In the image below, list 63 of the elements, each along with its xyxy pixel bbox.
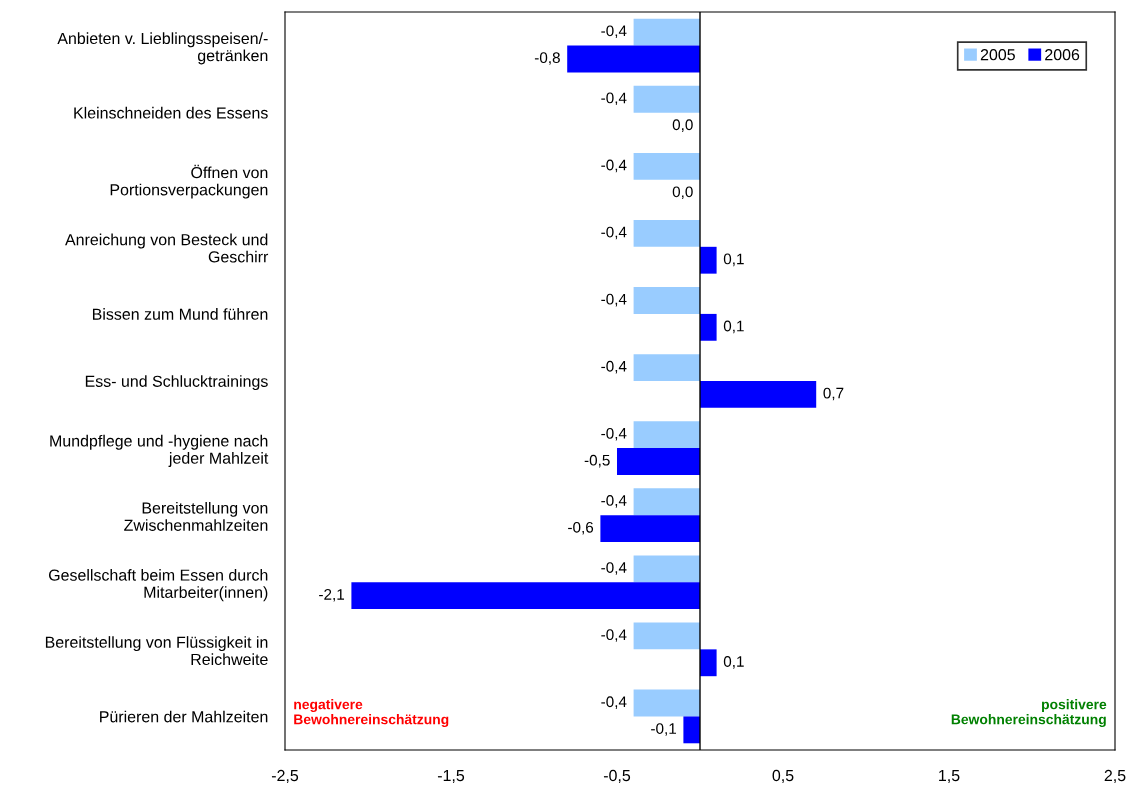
bar [633,287,700,314]
data-label: -0,4 [601,360,627,374]
bar [633,18,700,46]
bar [700,313,717,341]
data-label: -0,4 [601,159,627,173]
bar [633,85,700,113]
bar [633,555,700,583]
x-tick-label: -0,5 [603,769,631,784]
bar [633,354,700,381]
y-tick-label: Gesellschaft beim Essen durch Mitarbeiter(innen) [48,569,268,602]
y-tick-label: Pürieren der Mahlzeiten [100,710,268,723]
bar [633,689,700,717]
x-tick-label: 1,5 [939,770,960,784]
y-tick-label: Bissen zum Mund führen [92,308,268,320]
data-label: -0,4 [601,629,627,642]
data-label: 0,0 [672,186,693,200]
data-label: -0,4 [601,226,627,240]
data-label: -0,1 [651,723,677,736]
legend-label: 2006 [1045,49,1080,61]
y-tick-label: Ess- und Schlucktrainings [85,375,268,391]
bar [633,421,700,449]
data-label: 0,1 [723,320,744,334]
bar [567,45,700,73]
bar [633,622,700,650]
x-tick-label: 0,5 [772,769,794,784]
data-label: -0,4 [601,293,627,307]
bar [633,152,700,180]
bar [700,246,717,274]
data-label: -0,8 [534,52,560,65]
data-label: -0,4 [601,495,627,508]
bar [700,649,717,677]
legend-label: 2005 [980,49,1015,61]
annotation: negativere Bewohnereinschätzung [294,699,449,728]
x-tick-label: -2,5 [271,769,299,784]
y-tick-label: Öffnen von Portionsverpackungen [110,164,268,199]
y-tick-label: Bereitstellung von Flüssigkeit in Reichweite [45,636,268,666]
data-label: -0,4 [601,427,627,441]
bar [351,582,700,610]
y-tick-label: Bereitstellung von Zwischenmahlzeiten [124,501,268,531]
data-label: -2,1 [319,588,345,602]
x-tick-label: 2,5 [1104,769,1126,784]
annotation: positivere Bewohnereinschätzung [951,699,1107,728]
data-label: -0,6 [568,521,594,535]
data-label: -0,4 [601,92,627,106]
bar [683,716,700,744]
y-tick-label: Mundpflege und -hygiene nach jeder Mahlzeit [50,434,269,467]
y-tick-label: Anreichung von Besteck und Geschirr [65,233,269,263]
bar [700,381,817,408]
bar [633,219,700,247]
y-tick-label: Kleinschneiden des Essens [74,106,268,119]
bar [617,448,700,475]
bar [600,515,700,543]
data-label: -0,4 [601,562,627,575]
bar [633,488,700,516]
data-label: 0,0 [672,119,693,132]
data-label: 0,7 [823,387,844,401]
data-label: -0,4 [601,25,627,39]
y-tick-label: Anbieten v. Lieblingsspeisen/- getränken [57,32,268,65]
x-tick-label: -1,5 [437,770,465,784]
data-label: 0,1 [723,253,744,267]
data-label: -0,5 [584,454,610,468]
data-label: 0,1 [723,656,744,669]
data-label: -0,4 [601,696,627,709]
